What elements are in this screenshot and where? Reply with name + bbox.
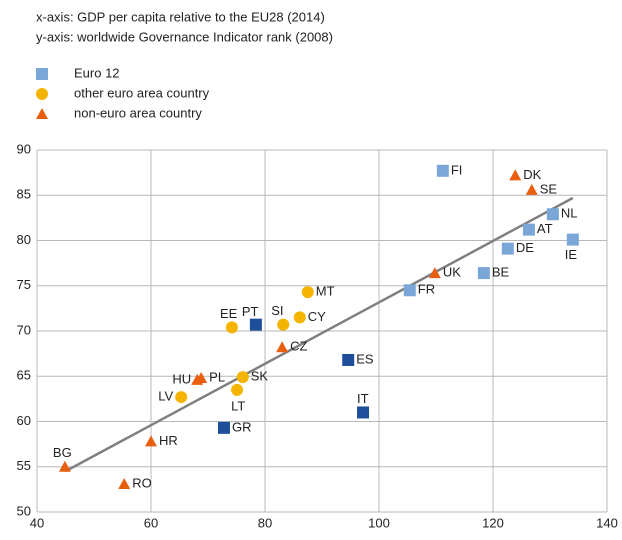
x-tick-label: 120 (482, 515, 504, 530)
legend-marker (36, 68, 48, 80)
y-tick-label: 65 (17, 368, 31, 383)
point-label: HU (172, 371, 191, 386)
point-label: BG (53, 445, 72, 460)
subtitle: y-axis: worldwide Governance Indicator r… (36, 29, 333, 44)
point-label: HR (159, 433, 178, 448)
point-label: DE (516, 240, 534, 255)
x-tick-label: 80 (258, 515, 272, 530)
point-label: LV (158, 389, 173, 404)
point (428, 267, 441, 279)
y-tick-label: 80 (17, 232, 31, 247)
point (509, 169, 522, 181)
point-label: SE (540, 181, 558, 196)
y-tick-label: 85 (17, 187, 31, 202)
legend-label: other euro area country (74, 85, 210, 100)
x-tick-label: 100 (368, 515, 390, 530)
point (236, 371, 249, 384)
y-tick-label: 50 (17, 503, 31, 518)
point (58, 460, 71, 472)
point-label: NL (561, 206, 578, 221)
point-label: BE (492, 265, 510, 280)
point (522, 223, 535, 236)
y-tick-label: 75 (17, 277, 31, 292)
point (301, 286, 314, 299)
point (477, 267, 490, 280)
legend-label: non-euro area country (74, 105, 202, 120)
point-label: MT (316, 284, 335, 299)
y-tick-label: 90 (17, 141, 31, 156)
point (501, 242, 514, 255)
point (566, 233, 579, 246)
point (231, 383, 244, 396)
point-label: PL (209, 369, 225, 384)
point (357, 406, 370, 419)
point (191, 373, 204, 385)
point (293, 311, 306, 324)
point (225, 321, 238, 334)
point-label: FR (418, 282, 435, 297)
point (145, 435, 157, 447)
legend-marker (36, 108, 48, 119)
point (546, 208, 559, 221)
x-tick-label: 60 (144, 515, 158, 530)
y-tick-label: 70 (17, 322, 31, 337)
point-label: PT (242, 304, 259, 319)
point (403, 284, 416, 297)
subtitle: x-axis: GDP per capita relative to the E… (36, 9, 325, 24)
point-label: CZ (290, 339, 307, 354)
y-tick-label: 60 (17, 413, 31, 428)
x-tick-label: 40 (30, 515, 44, 530)
point (249, 318, 262, 331)
point-label: RO (132, 475, 152, 490)
point-label: SK (251, 369, 269, 384)
point (436, 164, 449, 177)
point (525, 183, 538, 195)
point (118, 477, 131, 489)
point-label: AT (537, 221, 553, 236)
point-label: LT (231, 398, 245, 413)
point-label: ES (356, 351, 374, 366)
point-label: CY (308, 309, 326, 324)
trend-line (64, 196, 574, 473)
point (217, 421, 230, 434)
point (175, 391, 188, 404)
point-label: GR (232, 419, 252, 434)
point-label: IT (357, 391, 369, 406)
point-label: DK (523, 167, 541, 182)
point-label: IE (565, 247, 578, 262)
point-label: FI (451, 162, 463, 177)
point-label: SI (271, 303, 283, 318)
x-tick-label: 140 (596, 515, 618, 530)
point-label: EE (220, 306, 238, 321)
point (276, 341, 289, 353)
point (342, 353, 355, 366)
legend-label: Euro 12 (74, 65, 120, 80)
legend-marker (36, 88, 48, 100)
y-tick-label: 55 (17, 458, 31, 473)
point (277, 318, 290, 331)
point-label: UK (443, 265, 461, 280)
